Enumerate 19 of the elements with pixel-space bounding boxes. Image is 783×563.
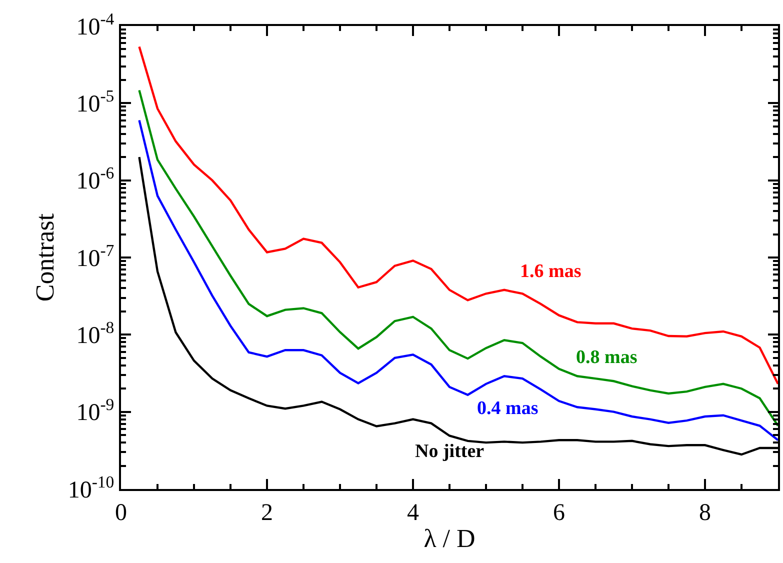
series-label: 1.6 mas (520, 261, 582, 282)
line-series (138, 46, 778, 386)
x-tick-label: 2 (261, 500, 273, 526)
y-tick-label: 10$^{-8}$ (76, 318, 114, 350)
y-tick-label: 10$^{-7}$ (76, 240, 114, 272)
series-label: 0.8 mas (576, 347, 638, 368)
y-tick-label: 10$^{-4}$ (76, 9, 115, 40)
y-tick-label: 10$^{-10}$ (68, 472, 114, 504)
x-tick-label: 8 (699, 500, 711, 526)
x-axis-title: λ / D (424, 524, 476, 553)
y-tick-label: 10$^{-5}$ (76, 86, 114, 118)
y-tick-label: 10$^{-9}$ (76, 395, 114, 426)
x-tick-label: 0 (115, 500, 127, 526)
series-label: No jitter (415, 441, 485, 462)
series-label: 0.4 mas (477, 398, 538, 419)
x-tick-label: 6 (553, 500, 565, 526)
x-tick-label: 4 (407, 500, 419, 526)
y-axis-title: Contrast (30, 212, 60, 302)
y-tick-label: 10$^{-6}$ (76, 164, 114, 195)
